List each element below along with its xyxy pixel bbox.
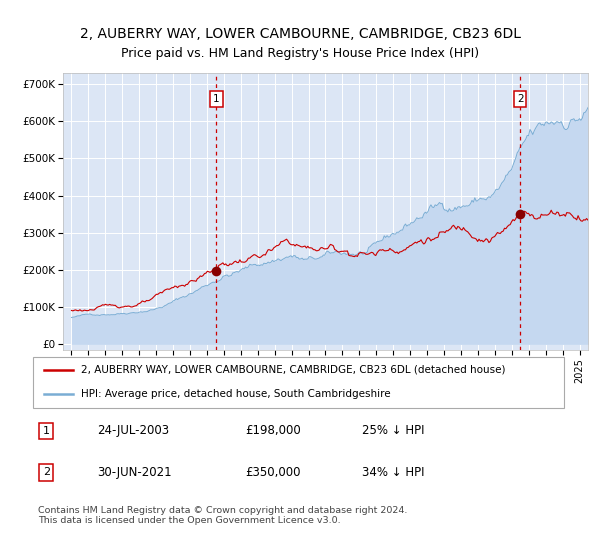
Text: 1: 1 [213, 94, 220, 104]
Text: 34% ↓ HPI: 34% ↓ HPI [362, 466, 425, 479]
Text: £350,000: £350,000 [245, 466, 301, 479]
Text: 30-JUN-2021: 30-JUN-2021 [97, 466, 172, 479]
FancyBboxPatch shape [33, 357, 564, 408]
Text: 1: 1 [43, 426, 50, 436]
Text: HPI: Average price, detached house, South Cambridgeshire: HPI: Average price, detached house, Sout… [81, 389, 391, 399]
Text: 2, AUBERRY WAY, LOWER CAMBOURNE, CAMBRIDGE, CB23 6DL (detached house): 2, AUBERRY WAY, LOWER CAMBOURNE, CAMBRID… [81, 365, 505, 375]
Text: 2: 2 [517, 94, 523, 104]
Text: 2, AUBERRY WAY, LOWER CAMBOURNE, CAMBRIDGE, CB23 6DL: 2, AUBERRY WAY, LOWER CAMBOURNE, CAMBRID… [79, 27, 521, 41]
Text: 25% ↓ HPI: 25% ↓ HPI [362, 424, 425, 437]
Text: £198,000: £198,000 [245, 424, 301, 437]
Text: 24-JUL-2003: 24-JUL-2003 [97, 424, 169, 437]
Text: 2: 2 [43, 468, 50, 477]
Text: Price paid vs. HM Land Registry's House Price Index (HPI): Price paid vs. HM Land Registry's House … [121, 46, 479, 60]
Text: Contains HM Land Registry data © Crown copyright and database right 2024.
This d: Contains HM Land Registry data © Crown c… [38, 506, 407, 525]
